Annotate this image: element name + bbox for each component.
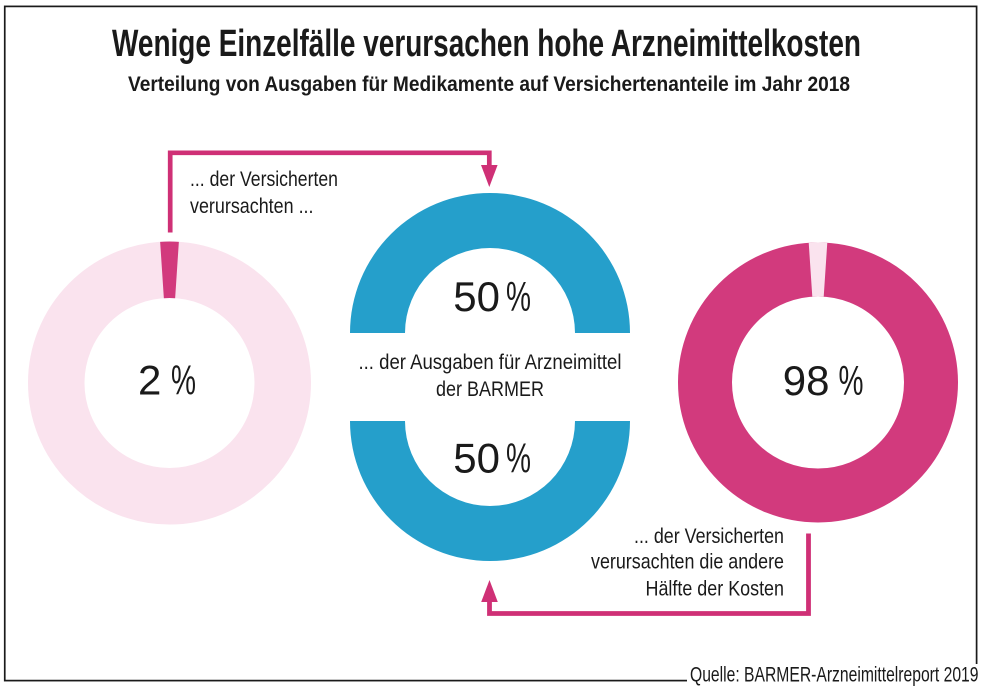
svg-text:Verteilung von Ausgaben für Me: Verteilung von Ausgaben für Medikamente … <box>128 72 850 96</box>
svg-text:... der Ausgaben für Arzneimit: ... der Ausgaben für Arzneimittel <box>359 350 622 374</box>
svg-text:%: % <box>171 356 196 403</box>
svg-text:50: 50 <box>453 273 500 320</box>
svg-text:verursachten die andere: verursachten die andere <box>591 551 784 574</box>
svg-text:verursachten ...: verursachten ... <box>190 195 314 218</box>
svg-text:98: 98 <box>783 357 830 404</box>
svg-text:... der Versicherten: ... der Versicherten <box>634 525 784 548</box>
svg-text:%: % <box>506 435 531 482</box>
svg-text:Quelle: BARMER-Arzneimittelrep: Quelle: BARMER-Arzneimittelreport 2019 <box>690 663 979 687</box>
svg-text:Hälfte der Kosten: Hälfte der Kosten <box>646 578 785 601</box>
svg-text:2: 2 <box>138 356 161 403</box>
svg-text:50: 50 <box>453 435 500 482</box>
svg-text:Wenige Einzelfälle verursachen: Wenige Einzelfälle verursachen hohe Arzn… <box>112 23 861 65</box>
svg-text:... der Versicherten: ... der Versicherten <box>190 168 338 191</box>
svg-text:der BARMER: der BARMER <box>436 377 544 401</box>
svg-text:%: % <box>506 273 531 320</box>
svg-text:%: % <box>839 357 864 404</box>
